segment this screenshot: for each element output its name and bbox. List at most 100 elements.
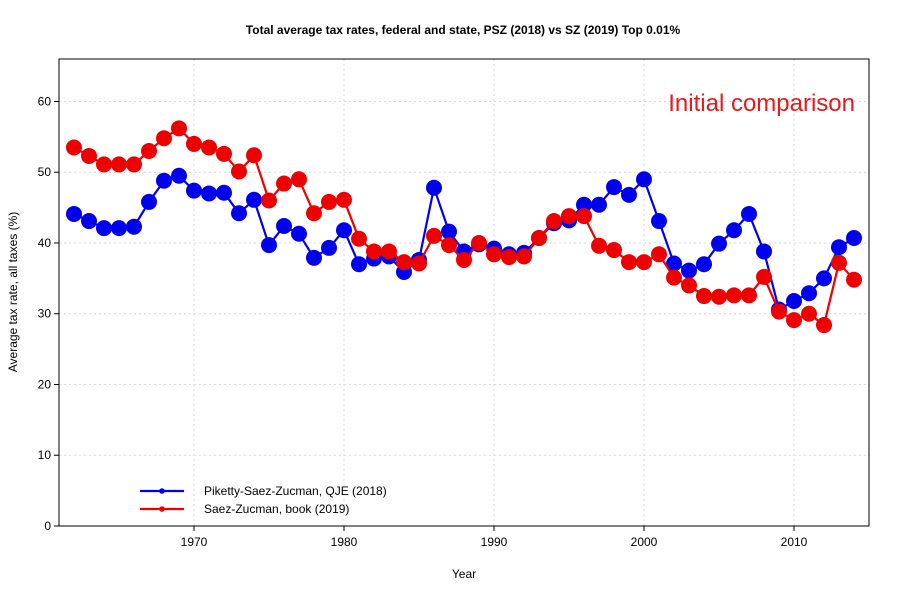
data-point xyxy=(711,288,727,305)
data-point xyxy=(531,230,547,247)
data-point xyxy=(81,213,97,230)
data-point xyxy=(111,220,127,237)
data-point xyxy=(216,184,232,201)
data-point xyxy=(801,305,817,322)
data-point xyxy=(336,222,352,239)
data-point xyxy=(606,242,622,259)
data-point xyxy=(726,222,742,239)
data-point xyxy=(636,254,652,271)
data-point xyxy=(186,182,202,199)
x-tick-label: 1990 xyxy=(481,535,508,549)
data-point xyxy=(816,270,832,287)
data-point xyxy=(606,179,622,196)
data-point xyxy=(291,225,307,242)
y-tick-label: 30 xyxy=(38,307,52,321)
y-tick-label: 20 xyxy=(38,377,52,391)
data-point xyxy=(561,208,577,225)
data-point xyxy=(156,130,172,147)
chart-title: Total average tax rates, federal and sta… xyxy=(246,23,681,37)
x-tick-label: 2010 xyxy=(781,535,808,549)
data-point xyxy=(321,239,337,256)
data-point xyxy=(576,196,592,213)
data-point xyxy=(306,205,322,222)
legend: Piketty-Saez-Zucman, QJE (2018) Saez-Zucm… xyxy=(140,484,387,516)
data-point xyxy=(66,205,82,222)
data-point xyxy=(321,193,337,210)
data-point xyxy=(231,205,247,222)
data-point xyxy=(576,208,592,225)
grid xyxy=(59,59,869,527)
data-point xyxy=(651,213,667,230)
legend-marker xyxy=(159,488,165,494)
data-point xyxy=(276,175,292,192)
data-point xyxy=(261,192,277,209)
data-point xyxy=(726,287,742,304)
data-point xyxy=(411,255,427,272)
data-point xyxy=(426,227,442,244)
data-point xyxy=(351,230,367,247)
data-point xyxy=(801,285,817,302)
series-layer xyxy=(66,120,862,334)
plot-frame xyxy=(58,58,870,527)
data-point xyxy=(126,156,142,173)
data-point xyxy=(786,312,802,329)
data-point xyxy=(696,288,712,305)
annotation-text: Initial comparison xyxy=(668,90,855,117)
y-tick-label: 0 xyxy=(44,519,51,533)
data-point xyxy=(516,248,532,265)
data-point xyxy=(591,196,607,213)
data-point xyxy=(141,193,157,210)
data-point xyxy=(636,171,652,188)
data-point xyxy=(666,255,682,272)
data-point xyxy=(756,243,772,260)
data-point xyxy=(216,145,232,162)
data-point xyxy=(306,249,322,266)
y-axis-label: Average tax rate, all taxes (%) xyxy=(6,212,20,373)
data-point xyxy=(681,277,697,294)
data-point xyxy=(261,237,277,254)
data-point xyxy=(201,185,217,202)
data-point xyxy=(141,142,157,159)
data-point xyxy=(786,292,802,309)
data-point xyxy=(831,239,847,256)
data-point xyxy=(276,217,292,234)
data-point xyxy=(741,205,757,222)
data-point xyxy=(846,230,862,247)
data-point xyxy=(246,191,262,208)
data-point xyxy=(696,256,712,273)
data-point xyxy=(351,256,367,273)
y-tick-label: 60 xyxy=(38,94,52,108)
data-point xyxy=(471,234,487,251)
data-point xyxy=(126,218,142,235)
data-point xyxy=(66,139,82,156)
legend-item: Piketty-Saez-Zucman, QJE (2018) xyxy=(140,484,387,498)
data-point xyxy=(96,220,112,237)
data-point xyxy=(741,287,757,304)
data-point xyxy=(621,254,637,271)
data-point xyxy=(96,156,112,173)
y-tick-label: 10 xyxy=(38,448,52,462)
data-point xyxy=(621,186,637,203)
series-2 xyxy=(66,120,862,334)
y-tick-label: 50 xyxy=(38,165,52,179)
x-axis: 1970 1980 1990 2000 2010 xyxy=(181,526,808,549)
data-point xyxy=(426,179,442,196)
legend-label: Saez-Zucman, book (2019) xyxy=(204,502,349,516)
data-point xyxy=(831,254,847,271)
y-tick-label: 40 xyxy=(38,236,52,250)
data-point xyxy=(591,237,607,254)
data-point xyxy=(246,147,262,164)
x-tick-label: 1970 xyxy=(181,535,208,549)
data-point xyxy=(336,191,352,208)
data-point xyxy=(816,317,832,334)
data-point xyxy=(171,167,187,184)
data-point xyxy=(156,172,172,189)
data-point xyxy=(501,249,517,266)
legend-item: Saez-Zucman, book (2019) xyxy=(140,502,349,516)
data-point xyxy=(681,262,697,279)
x-tick-label: 2000 xyxy=(631,535,658,549)
data-point xyxy=(171,120,187,137)
data-point xyxy=(846,271,862,288)
